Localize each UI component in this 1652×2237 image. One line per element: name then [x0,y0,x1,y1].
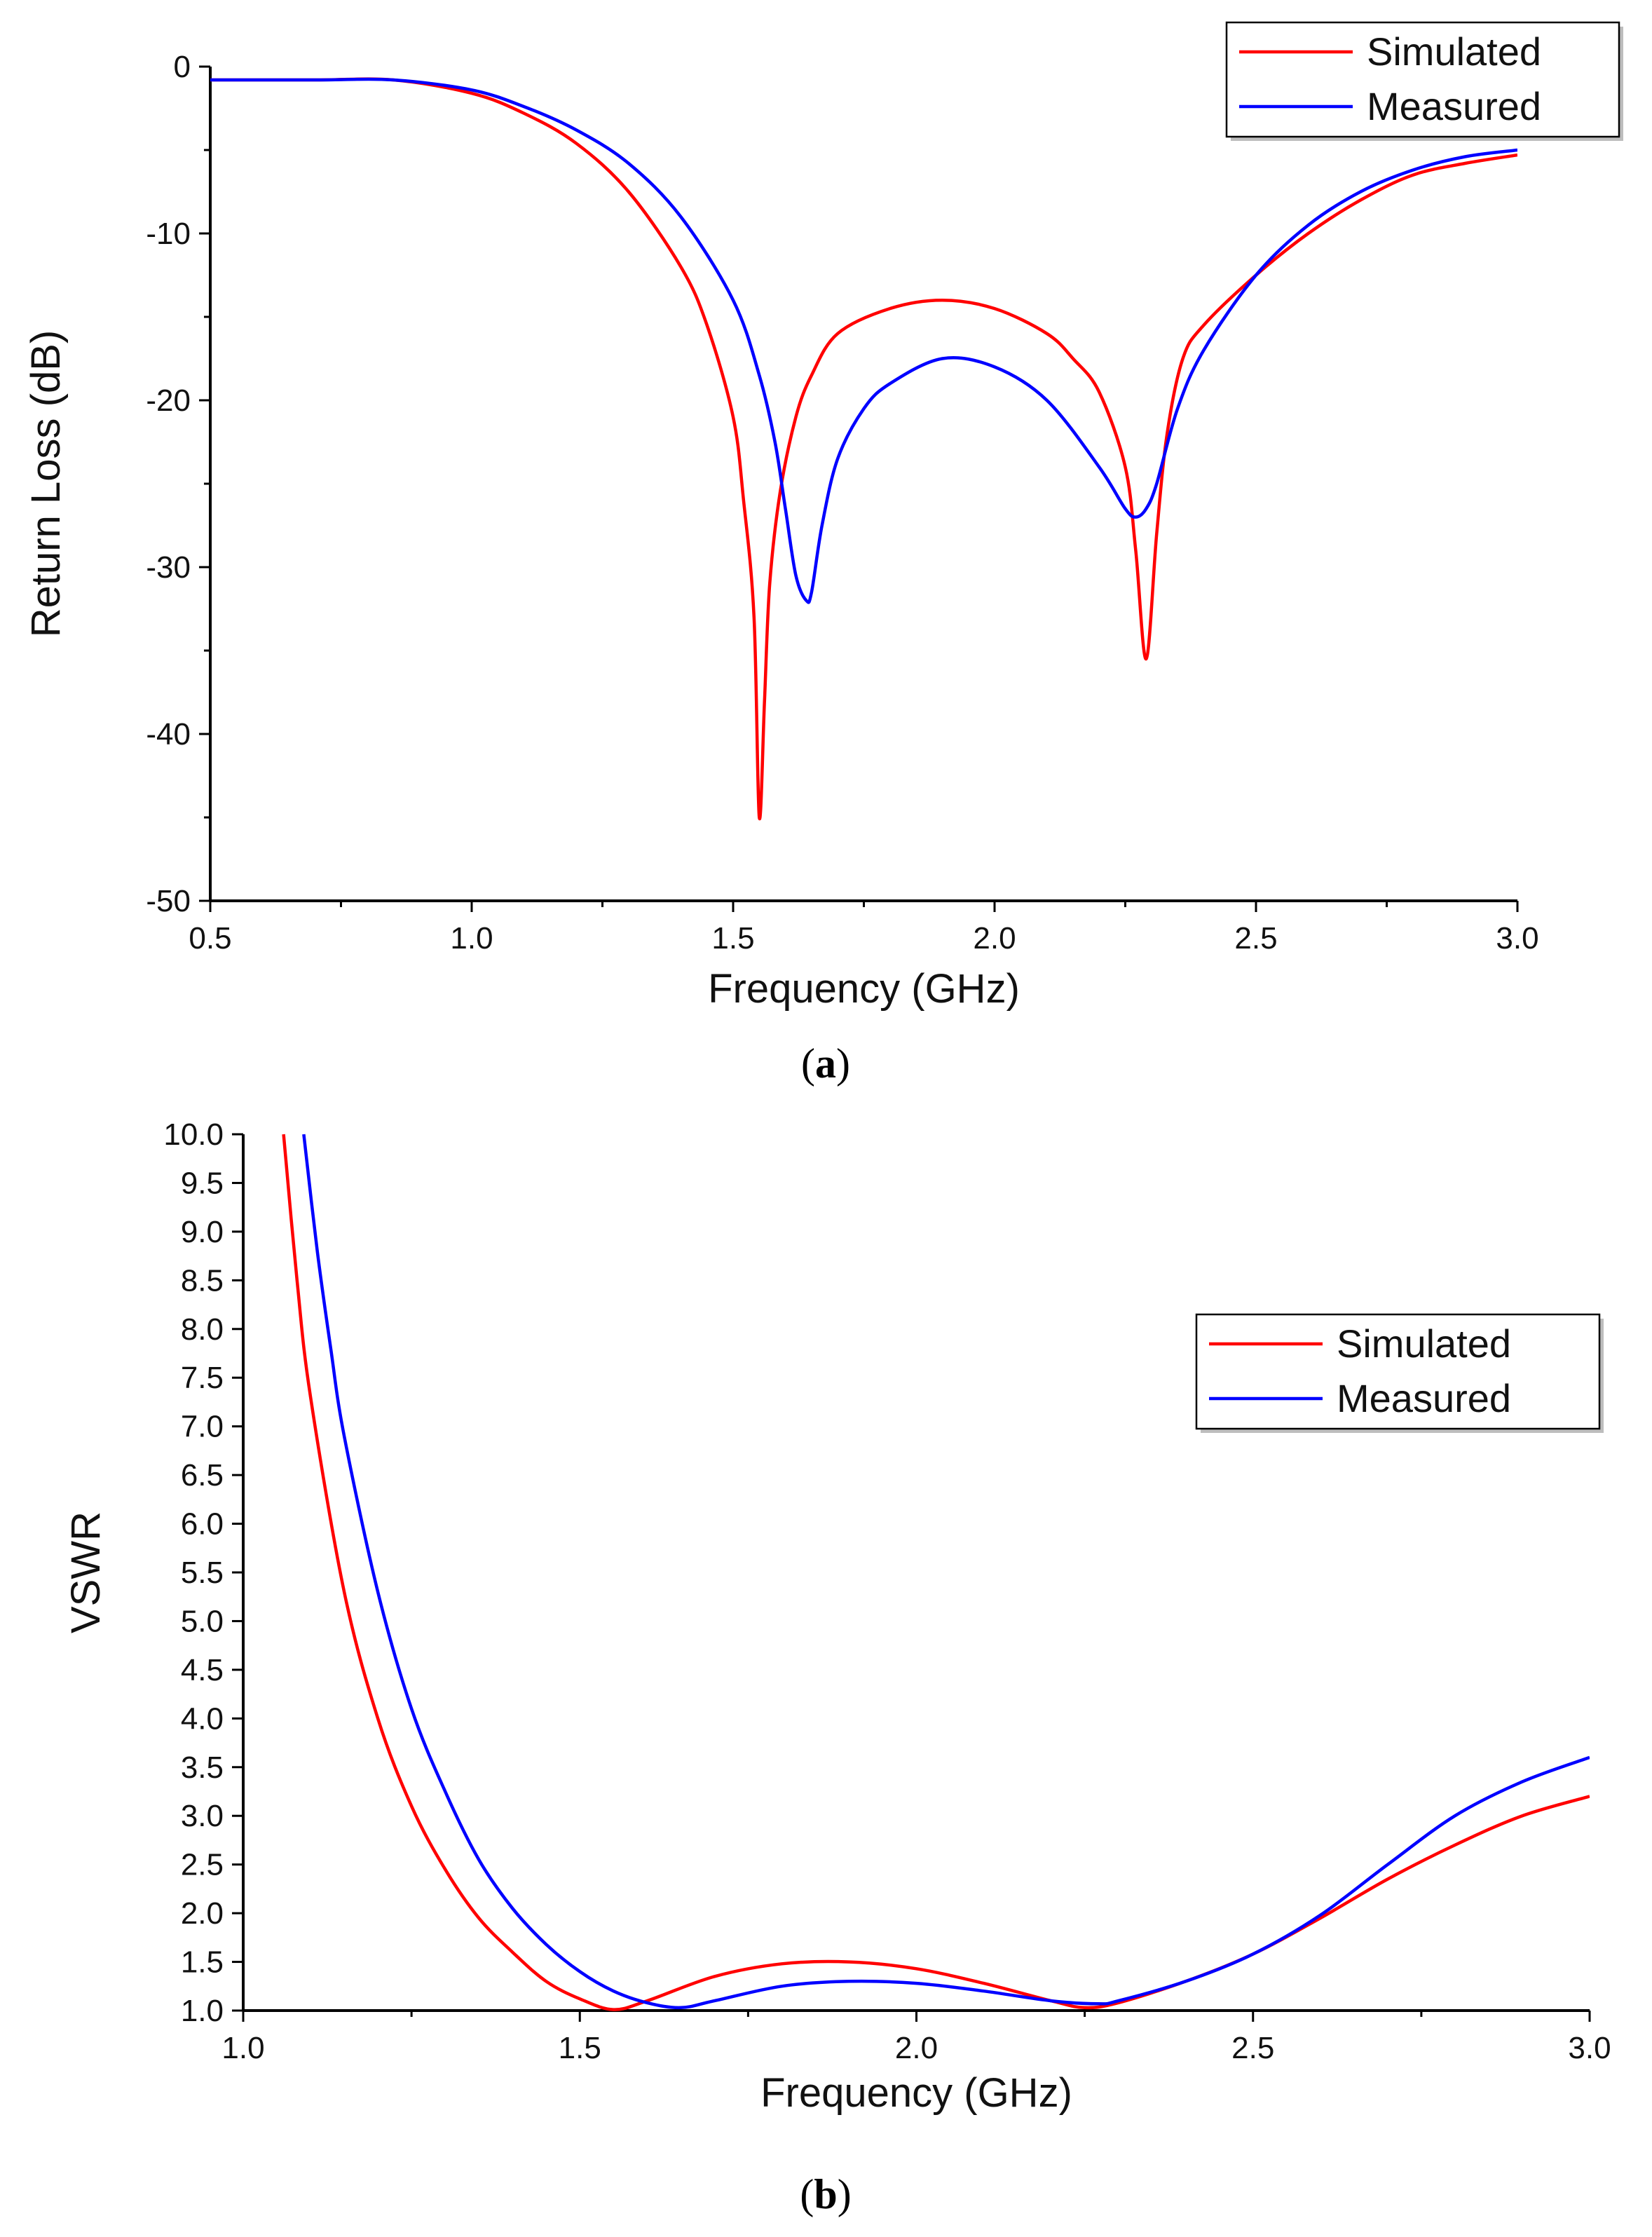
y-tick-label: 6.5 [181,1458,224,1493]
caption-a: (a) [801,1040,850,1087]
y-axis-title: Return Loss (dB) [23,330,69,637]
legend: Simulated Measured [1225,21,1623,141]
y-tick-label: 7.5 [181,1361,224,1395]
legend: Simulated Measured [1195,1313,1604,1433]
series-line-simulated [282,1134,1590,2011]
y-tick-label: 0 [174,50,191,84]
x-tick-label: 3.0 [1568,2031,1611,2065]
y-tick-label: -30 [146,550,191,585]
return-loss-chart: 0.5 1.0 1.5 2.0 2.5 3.0 0 -10 -20 -30 -40 -50 Freque… [23,21,1623,1012]
legend-label-simulated: Simulated [1367,29,1541,74]
y-tick-label: 9.5 [181,1166,224,1200]
x-tick-label: 1.5 [559,2031,601,2065]
series-group [282,1134,1590,2011]
y-tick-label: 7.0 [181,1410,224,1444]
caption-a-letter: a [815,1040,836,1087]
y-tick-label: 5.0 [181,1604,224,1638]
y-tick-label: 6.0 [181,1507,224,1542]
y-tick-label: 2.5 [181,1848,224,1882]
legend-label-measured: Measured [1337,1376,1511,1420]
x-tick-label: 2.5 [1234,921,1277,956]
y-tick-label: -10 [146,217,191,251]
series-line-simulated [210,77,1517,821]
x-tick-label: 1.5 [711,921,754,956]
y-tick-label: -20 [146,383,191,418]
x-tick-label: 2.0 [895,2031,938,2065]
caption-b: (b) [800,2171,851,2217]
caption-b-letter: b [814,2171,837,2217]
x-tick-label: 3.0 [1496,921,1538,956]
legend-box [1225,21,1620,138]
y-tick-label: 4.5 [181,1653,224,1687]
y-tick-label: -50 [146,884,191,918]
y-axis-title: VSWR [63,1511,109,1633]
y-tick-label: 8.0 [181,1312,224,1347]
y-tick-label: 10.0 [163,1117,224,1152]
series-group [210,77,1517,821]
x-tick-label: 1.0 [221,2031,264,2065]
x-tick-label: 2.0 [973,921,1016,956]
x-tick-label: 0.5 [189,921,231,956]
vswr-chart: 1.0 1.5 2.0 2.5 3.0 1.0 1.5 2.0 2.5 3.0 3.5 4.0 4.5 5… [63,1117,1611,2116]
legend-label-measured: Measured [1367,84,1541,128]
x-tick-label: 2.5 [1231,2031,1274,2065]
x-axis-title: Frequency (GHz) [760,2070,1072,2116]
y-tick-label: 8.5 [181,1263,224,1298]
y-tick-label: 3.5 [181,1750,224,1785]
legend-label-simulated: Simulated [1337,1321,1511,1366]
y-tick-label: 1.5 [181,1945,224,1980]
legend-box [1195,1313,1601,1430]
x-tick-label: 1.0 [450,921,493,956]
series-line-measured [302,1134,1590,2010]
y-tick-label: 4.0 [181,1701,224,1736]
series-line-measured [210,77,1517,604]
y-tick-label: 5.5 [181,1556,224,1590]
y-tick-label: 3.0 [181,1799,224,1833]
y-tick-label: 9.0 [181,1215,224,1249]
y-tick-label: 1.0 [181,1994,224,2028]
x-axis-title: Frequency (GHz) [708,966,1020,1012]
y-tick-label: -40 [146,717,191,752]
y-tick-label: 2.0 [181,1896,224,1931]
